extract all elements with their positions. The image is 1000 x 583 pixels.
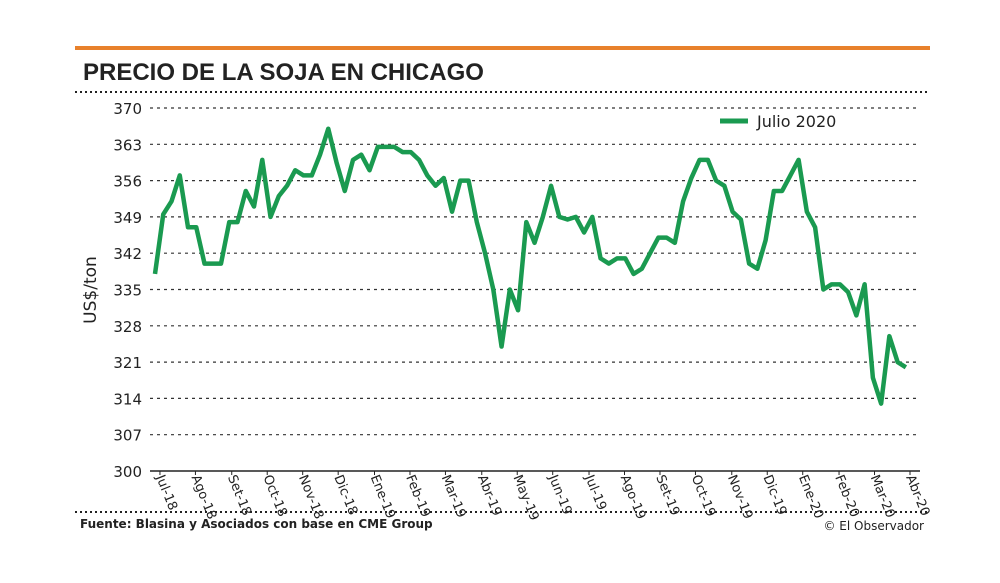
y-tick-label: 335 [113, 282, 142, 300]
y-tick-label: 356 [113, 173, 142, 191]
x-tick-label: Nov-18 [295, 473, 326, 522]
x-tick-label: Abr-19 [474, 473, 504, 518]
x-tick-label: Dic-18 [330, 473, 360, 518]
x-tick-label: Mar-20 [867, 473, 898, 520]
chart-title: PRECIO DE LA SOJA EN CHICAGO [83, 59, 484, 86]
x-tick-label: Set-18 [224, 473, 254, 518]
x-tick-label: Ene-19 [367, 473, 398, 521]
x-tick-label: Oct-18 [260, 473, 290, 519]
x-tick-label: Nov-19 [724, 473, 755, 522]
y-tick-label: 328 [113, 318, 142, 336]
x-tick-label: Ene-20 [795, 473, 826, 521]
x-tick-label: Mar-19 [438, 473, 469, 520]
y-tick-label: 342 [113, 245, 142, 263]
y-tick-label: 314 [113, 390, 142, 408]
y-tick-label: 363 [113, 136, 142, 154]
x-tick-label: Oct-19 [688, 473, 718, 519]
x-tick-label: Ago-19 [617, 473, 648, 522]
y-tick-label: 307 [113, 427, 142, 445]
y-tick-label: 349 [113, 209, 142, 227]
legend-label: Julio 2020 [756, 112, 836, 131]
x-tick-label: Ago-18 [188, 473, 219, 522]
series-line [152, 126, 908, 406]
x-tick-label: Jun-19 [545, 472, 575, 517]
x-tick-label: Dic-19 [760, 473, 790, 518]
y-tick-label: 370 [113, 100, 142, 118]
y-tick-label: 321 [113, 354, 142, 372]
source: Fuente: Blasina y Asociados con base en … [80, 517, 433, 531]
x-tick-label: Jul-18 [152, 472, 180, 513]
y-tick-label: 300 [113, 463, 142, 481]
x-tick-label: May-19 [510, 473, 542, 523]
x-tick-label: Jul-19 [581, 472, 609, 513]
y-axis-label: US$/ton [81, 256, 101, 324]
credit: © El Observador [823, 519, 924, 533]
